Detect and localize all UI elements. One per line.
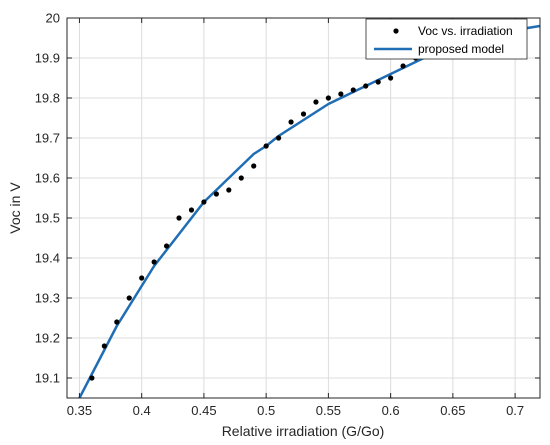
y-tick-label: 19.8: [35, 91, 60, 106]
legend-box: [365, 18, 528, 60]
y-tick-label: 19.7: [35, 131, 60, 146]
x-tick-label: 0.35: [67, 403, 92, 418]
data-point: [163, 243, 170, 249]
y-tick-label: 20: [46, 11, 60, 26]
data-point: [101, 343, 107, 349]
data-point: [139, 275, 145, 281]
data-point: [338, 91, 344, 97]
data-point: [313, 99, 319, 105]
data-point: [188, 207, 195, 213]
data-point: [251, 163, 257, 169]
data-point: [388, 75, 394, 81]
x-tick-label: 0.55: [316, 403, 341, 418]
data-point: [151, 259, 157, 265]
x-tick-label: 0.45: [191, 403, 216, 418]
legend-label-line: proposed model: [418, 42, 504, 56]
y-axis-label: Voc in V: [7, 182, 23, 234]
y-tick-label: 19.5: [35, 211, 60, 226]
data-point: [288, 119, 294, 125]
data-point: [350, 87, 356, 93]
data-point: [263, 143, 269, 149]
data-point: [325, 95, 331, 101]
y-tick-label: 19.4: [35, 251, 60, 266]
data-point: [276, 135, 282, 141]
data-point: [213, 191, 219, 197]
x-tick-label: 0.4: [133, 403, 151, 418]
plot-background: [67, 18, 540, 398]
data-point: [375, 79, 381, 85]
data-point: [201, 199, 207, 205]
tick-layer: 0.35 0.4 0.45 0.5 0.55 0.6 0.65 0.7 19.1 19.2 19.3…: [35, 11, 540, 418]
y-tick-label: 19.9: [35, 51, 60, 66]
y-tick-label: 19.2: [35, 331, 60, 346]
legend-label-points: Voc vs. irradiation: [418, 24, 513, 38]
plot-frame: [66, 17, 541, 399]
x-tick-label: 0.65: [440, 403, 465, 418]
data-point: [114, 319, 120, 325]
data-point: [176, 215, 182, 221]
data-point: [126, 295, 132, 301]
data-point: [400, 63, 406, 69]
data-point: [363, 83, 369, 89]
y-tick-label: 19.6: [35, 171, 60, 186]
x-axis-label: Relative irradiation (G/Go): [222, 423, 385, 439]
data-point: [300, 111, 307, 117]
legend-marker-points: [393, 28, 399, 34]
x-tick-label: 0.5: [257, 403, 275, 418]
data-point: [89, 375, 95, 381]
data-point: [238, 175, 244, 181]
x-tick-label: 0.7: [506, 403, 524, 418]
y-tick-label: 19.3: [35, 291, 60, 306]
x-tick-label: 0.6: [382, 403, 400, 418]
y-tick-label: 19.1: [35, 371, 60, 386]
legend: Voc vs. irradiation proposed model: [365, 18, 528, 60]
data-point: [226, 187, 232, 193]
